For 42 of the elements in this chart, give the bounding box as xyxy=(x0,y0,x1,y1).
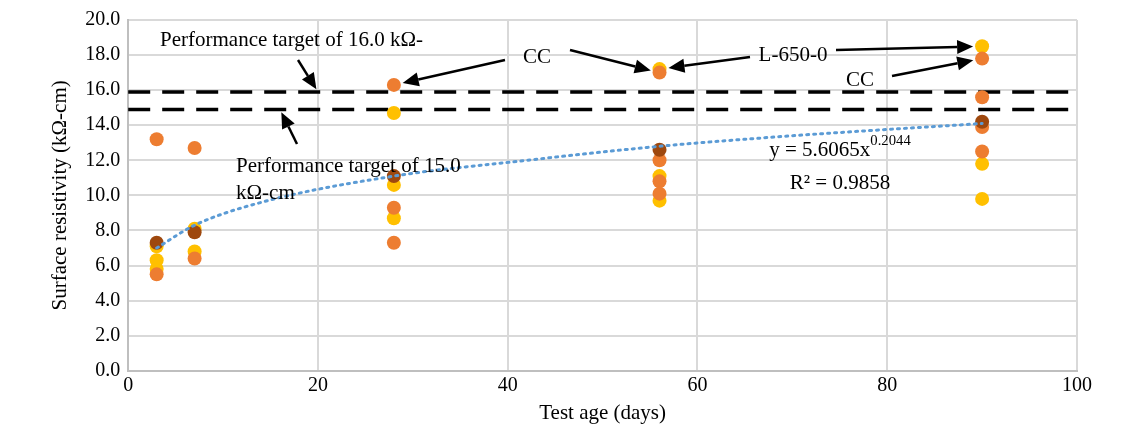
x-axis-title: Test age (days) xyxy=(539,399,667,424)
y-tick-label: 0.0 xyxy=(95,358,121,381)
y-tick-label: 20.0 xyxy=(85,7,121,30)
x-tick-label: 60 xyxy=(687,373,708,396)
annotation: Performance target of 15.0 kΩ-cm xyxy=(236,152,461,204)
x-tick-label: 100 xyxy=(1062,373,1092,396)
annotation: Performance target of 16.0 kΩ- xyxy=(160,26,424,51)
point xyxy=(975,191,990,206)
point xyxy=(386,200,401,215)
point xyxy=(187,225,202,240)
point xyxy=(975,156,990,171)
point xyxy=(149,267,164,282)
x-tick-label: 0 xyxy=(123,373,134,396)
x-tick-label: 20 xyxy=(307,373,328,396)
point xyxy=(652,174,667,189)
point xyxy=(975,90,990,105)
y-tick-label: 4.0 xyxy=(95,287,121,310)
y-tick-label: 18.0 xyxy=(85,42,121,65)
x-tick-label: 40 xyxy=(497,373,518,396)
y-tick-label: 14.0 xyxy=(85,112,121,135)
point xyxy=(975,144,990,159)
y-tick-label: 16.0 xyxy=(85,77,121,100)
point xyxy=(386,105,401,120)
point xyxy=(187,251,202,266)
point xyxy=(975,51,990,66)
point xyxy=(386,235,401,250)
y-tick-label: 8.0 xyxy=(95,217,121,240)
annotation: R² = 0.9858 xyxy=(789,169,891,194)
annotation: CC xyxy=(845,66,875,91)
annotation: L-650-0 xyxy=(758,41,828,66)
y-tick-label: 12.0 xyxy=(85,147,121,170)
y-tick-label: 2.0 xyxy=(95,322,121,345)
point xyxy=(975,39,990,54)
y-tick-label: 6.0 xyxy=(95,252,121,275)
y-tick-label: 10.0 xyxy=(85,182,121,205)
point xyxy=(149,132,164,147)
point xyxy=(652,186,667,201)
annotation: CC xyxy=(522,43,552,68)
y-axis-title: Surface resistivity (kΩ-cm) xyxy=(47,80,72,311)
point xyxy=(187,141,202,156)
x-tick-label: 80 xyxy=(877,373,898,396)
point xyxy=(386,77,401,92)
